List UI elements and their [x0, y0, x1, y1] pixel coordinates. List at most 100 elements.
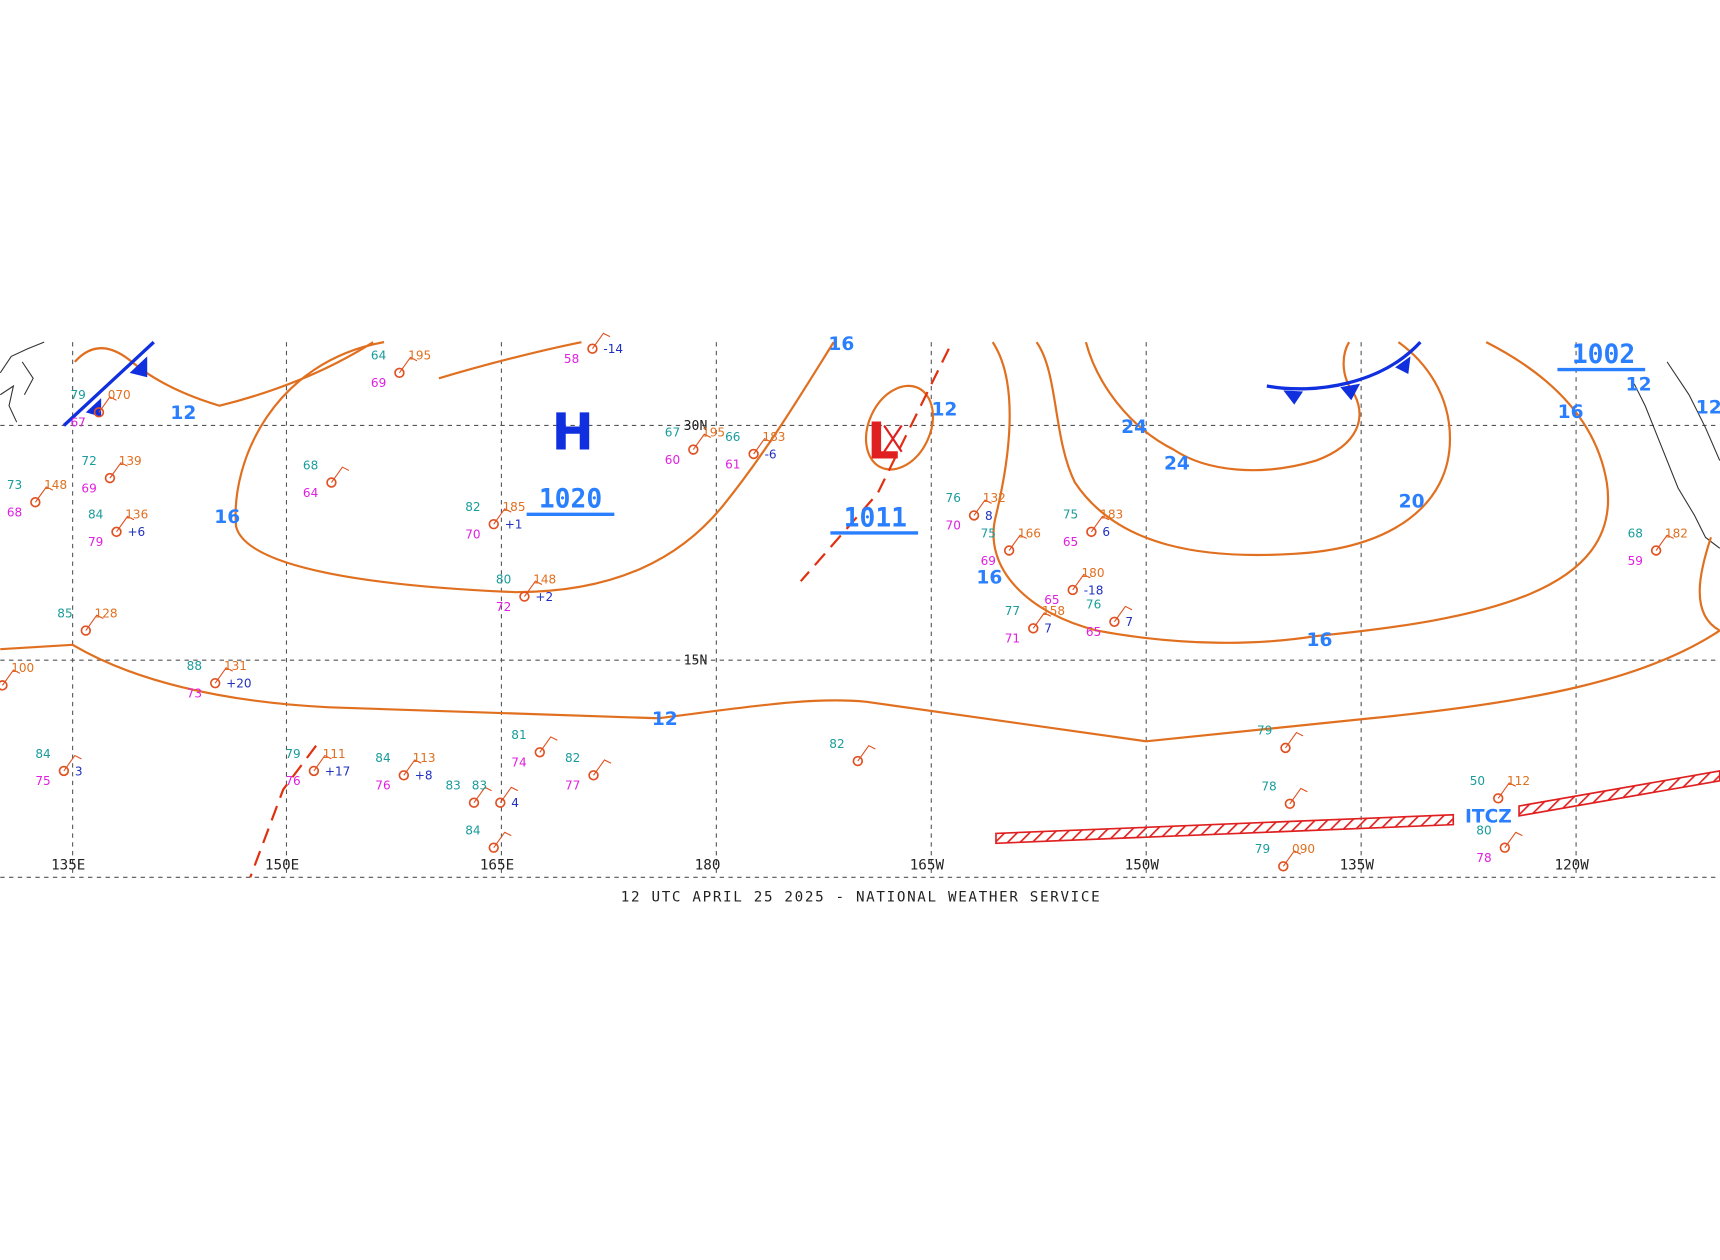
isobars	[0, 341, 1720, 743]
station-tendency: 6	[1102, 525, 1110, 539]
station-tendency: +8	[415, 769, 433, 783]
station-temp: 75	[1063, 508, 1078, 522]
isobar	[438, 341, 582, 380]
station-tendency: 3	[75, 764, 83, 778]
wind-barb	[116, 515, 135, 533]
station-pressure: 139	[119, 454, 142, 468]
coastline	[0, 341, 45, 423]
central-pressure: 1020	[539, 485, 602, 515]
station-marker	[1109, 616, 1120, 627]
station-dewpoint: 65	[1044, 593, 1059, 607]
station-dewpoint: 72	[496, 600, 511, 614]
wind-barb	[1285, 731, 1304, 749]
isobar-label: 20	[1399, 492, 1425, 513]
isobar-label: 16	[976, 567, 1002, 588]
station-dewpoint: 76	[375, 779, 390, 793]
station-dewpoint: 68	[7, 506, 22, 520]
station-temp: 78	[1261, 780, 1276, 794]
station-dewpoint: 76	[285, 774, 300, 788]
station-marker	[495, 797, 506, 808]
station-temp: 84	[465, 824, 480, 838]
station-temp: 79	[1257, 724, 1272, 738]
station-pressure: 185	[503, 500, 526, 514]
station-dewpoint: 79	[88, 535, 103, 549]
station-pressure: 195	[408, 349, 431, 363]
wind-barb	[473, 786, 492, 804]
station-marker	[1067, 584, 1078, 596]
station-pressure: 128	[95, 606, 118, 620]
wind-barb	[1289, 787, 1308, 805]
station-dewpoint: 67	[70, 416, 85, 430]
station-marker	[1650, 545, 1662, 556]
station-pressure: 195	[702, 425, 725, 439]
station-pressure: 100	[11, 661, 34, 675]
station-temp: 79	[285, 747, 300, 761]
wind-barb	[1090, 515, 1110, 533]
isobar	[1698, 536, 1720, 632]
isobar	[74, 341, 374, 407]
wind-barb	[1504, 831, 1523, 848]
station-pressure: 180	[1082, 566, 1105, 580]
station-pressure: 158	[1042, 604, 1065, 618]
trough	[249, 745, 317, 878]
front-symbol	[1283, 356, 1411, 405]
isobar-label: 24	[1121, 417, 1147, 438]
wind-barb	[313, 754, 332, 772]
station-marker	[80, 625, 92, 636]
station-temp: 76	[946, 491, 961, 505]
wind-barb	[1497, 782, 1517, 799]
station-temp: 75	[981, 526, 996, 540]
wind-barb	[523, 580, 543, 597]
station-temp: 72	[81, 454, 96, 468]
station-temp: 76	[1086, 598, 1101, 612]
station-marker	[209, 677, 221, 689]
isobar-label: 12	[652, 709, 678, 730]
station-marker	[748, 448, 759, 460]
station-marker	[104, 472, 116, 484]
station-pressure: 148	[533, 572, 556, 586]
station-temp: 66	[725, 430, 740, 444]
wind-barb	[857, 744, 876, 762]
station-marker	[468, 797, 480, 808]
wind-barb	[539, 736, 558, 753]
latitude-label: 15N	[684, 654, 708, 669]
station-marker	[968, 510, 980, 521]
wind-barb	[63, 754, 82, 772]
station-marker	[326, 477, 337, 488]
isobar-label: 12	[1626, 374, 1652, 395]
isobar-label: 16	[1558, 402, 1584, 423]
station-temp: 82	[465, 500, 480, 514]
station-marker	[0, 680, 8, 691]
station-tendency: 7	[1125, 615, 1133, 629]
isobar-label: 12	[170, 403, 196, 424]
wind-barb	[214, 667, 233, 684]
station-tendency: +20	[226, 677, 251, 691]
station-pressure: 132	[983, 491, 1006, 505]
trough	[799, 348, 950, 582]
wind-barb	[1113, 605, 1133, 623]
station-temp: 68	[1628, 526, 1643, 540]
station-pressure: 090	[1292, 842, 1315, 856]
station-temp: 82	[565, 751, 580, 765]
station-temp: 83	[472, 779, 487, 793]
wind-barb	[34, 486, 54, 503]
station-marker	[534, 747, 545, 758]
wind-barb	[493, 508, 512, 525]
station-dewpoint: 70	[946, 519, 961, 533]
station-temp: 84	[375, 751, 390, 765]
station-dewpoint: 59	[1628, 554, 1643, 568]
isobar-label: 16	[828, 334, 854, 355]
wind-barb	[753, 437, 772, 455]
wind-barb	[109, 462, 128, 479]
longitude-label: 165W	[910, 858, 945, 874]
wind-barb	[493, 831, 512, 848]
isobar	[991, 341, 1610, 644]
longitude-label: 165E	[480, 858, 514, 874]
low-center-mark	[883, 424, 903, 453]
station-tendency: -18	[1084, 583, 1104, 597]
isobar-label: 16	[214, 507, 240, 528]
central-pressure: 1011	[844, 503, 907, 533]
station-tendency: +1	[505, 518, 523, 532]
station-dewpoint: 75	[35, 774, 50, 788]
